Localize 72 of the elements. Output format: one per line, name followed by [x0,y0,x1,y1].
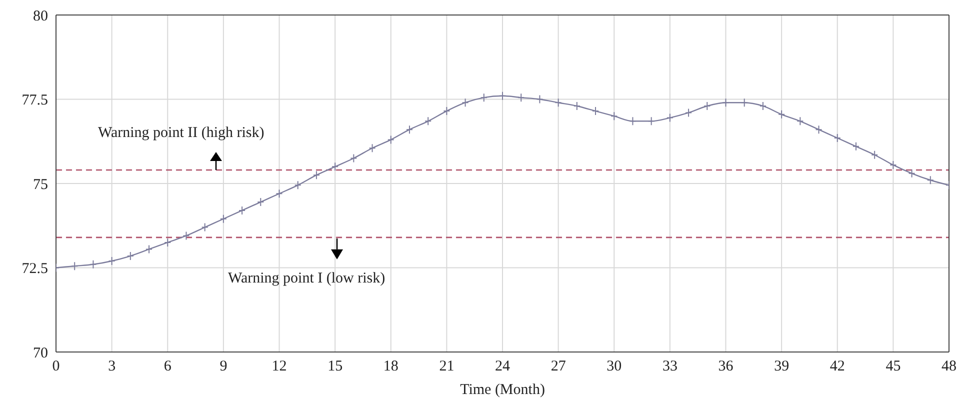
x-tick-label: 36 [718,358,734,375]
y-tick-label: 77.5 [22,92,48,109]
y-tick-label: 72.5 [22,261,48,278]
point [592,106,600,116]
ref-line-label: Warning point II (high risk) [98,125,264,142]
x-tick-label: 18 [383,358,398,375]
point [573,101,580,110]
point [238,206,246,215]
point [220,214,227,224]
point [778,110,786,119]
point [406,125,413,134]
point [332,162,339,172]
x-tick-label: 24 [495,358,510,375]
point [350,154,358,163]
y-tick-label: 70 [33,345,48,362]
point [852,142,860,151]
y-tick-label: 75 [33,176,48,193]
point [71,262,78,271]
point [554,98,562,108]
point [610,112,618,121]
x-tick-label: 39 [774,358,790,375]
x-tick-label: 45 [886,358,901,375]
point [146,244,153,254]
point [499,91,506,100]
point [759,101,766,110]
point [648,116,655,126]
point [518,93,525,102]
point [312,170,320,180]
x-tick-label: 48 [942,358,956,375]
point [740,98,748,108]
point [108,256,116,266]
point [443,106,450,116]
x-tick-label: 33 [662,358,678,375]
point [424,116,432,126]
x-tick-label: 6 [164,358,172,375]
point [536,94,544,104]
x-axis-title: Time (Month) [460,382,545,398]
point [294,180,302,190]
point [480,93,488,102]
point [257,198,264,207]
point [834,134,841,143]
x-tick-label: 0 [52,358,60,375]
point [90,260,97,269]
x-tick-label: 3 [108,358,116,375]
point [908,168,916,178]
point [276,189,283,198]
x-tick-label: 21 [439,358,454,375]
x-tick-label: 30 [606,358,622,375]
x-tick-label: 27 [550,358,566,375]
point [796,116,804,126]
point [629,116,636,126]
x-tick-label: 9 [220,358,228,375]
x-tick-label: 12 [272,358,287,375]
point [926,176,934,185]
point [871,150,878,160]
point [722,98,730,108]
point [704,101,711,110]
point [182,231,190,240]
point [685,108,692,118]
point [890,160,897,170]
point [164,238,172,247]
y-tick-label: 80 [33,8,48,24]
point [368,144,376,153]
x-tick-label: 42 [830,358,845,375]
point [201,222,208,232]
point [666,113,674,122]
point [387,135,394,144]
ref-line-label: Warning point I (low risk) [228,270,386,286]
x-tick-label: 15 [328,358,343,375]
point [126,251,134,260]
point [462,98,469,108]
point [815,125,822,134]
